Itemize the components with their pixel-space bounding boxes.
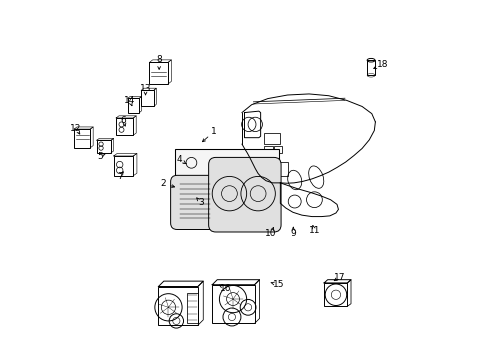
Bar (149, 62, 168, 84)
Text: 7: 7 (117, 172, 122, 181)
Bar (324, 283, 346, 306)
Bar (276, 162, 287, 176)
Bar (174, 149, 278, 227)
Text: 17: 17 (333, 273, 345, 282)
Bar (141, 90, 153, 107)
Bar (74, 129, 90, 148)
Text: 18: 18 (376, 60, 388, 69)
Bar (113, 156, 133, 176)
Text: 9: 9 (290, 229, 296, 238)
Bar (366, 60, 374, 75)
Text: 1: 1 (211, 127, 217, 136)
Bar (116, 118, 133, 135)
Text: 11: 11 (308, 226, 320, 235)
Text: 10: 10 (265, 229, 276, 238)
Text: 5: 5 (97, 152, 102, 161)
Bar (264, 133, 280, 144)
Bar (264, 146, 273, 153)
Text: 8: 8 (156, 55, 162, 64)
FancyBboxPatch shape (170, 175, 218, 229)
Text: 12: 12 (70, 123, 81, 132)
Bar (274, 146, 282, 153)
Text: 4: 4 (176, 155, 182, 164)
Text: 16: 16 (220, 284, 231, 293)
Text: 2: 2 (160, 179, 165, 188)
Bar (97, 140, 111, 153)
Bar (158, 287, 198, 325)
Text: 3: 3 (198, 198, 203, 207)
Bar (128, 98, 139, 113)
Text: 15: 15 (273, 280, 284, 289)
Bar (212, 285, 254, 323)
Text: 14: 14 (124, 96, 135, 105)
Bar (187, 293, 198, 323)
Text: 6: 6 (121, 116, 126, 125)
FancyBboxPatch shape (208, 157, 281, 232)
Text: 13: 13 (140, 84, 151, 93)
